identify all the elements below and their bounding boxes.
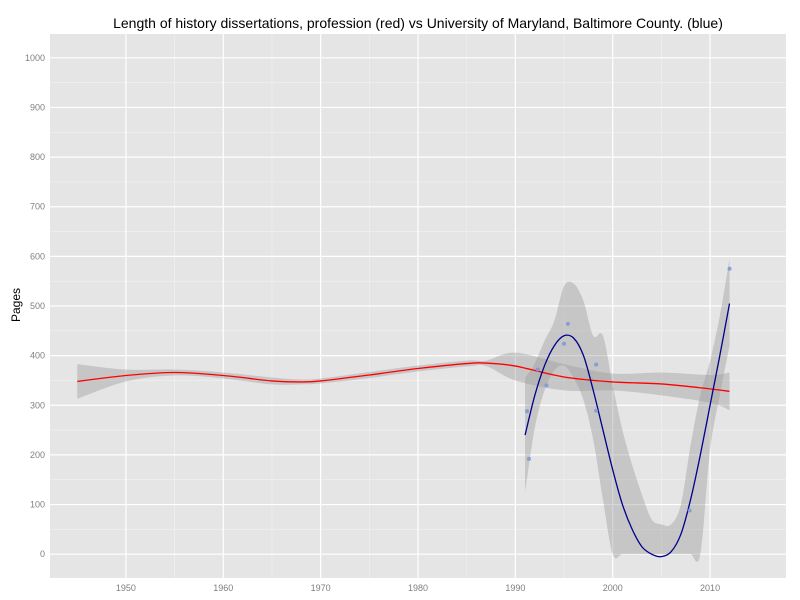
- x-tick-label: 2010: [700, 583, 720, 593]
- data-point: [562, 341, 567, 346]
- y-tick-label: 1000: [25, 53, 45, 63]
- smooth-line-0: [77, 362, 730, 393]
- y-tick-label: 500: [30, 301, 45, 311]
- x-tick-label: 2000: [603, 583, 623, 593]
- chart-title: Length of history dissertations, profess…: [113, 15, 723, 31]
- x-tick-label: 1970: [311, 583, 331, 593]
- y-tick-label: 0: [40, 549, 45, 559]
- x-tick-label: 1960: [213, 583, 233, 593]
- data-point: [594, 362, 599, 367]
- data-points: [525, 266, 732, 513]
- y-tick-label: 700: [30, 202, 45, 212]
- tick-labels: 1950 1960 1970 1980 1990 2000 2010 0 100 200 300 40…: [25, 53, 720, 593]
- data-point: [535, 367, 540, 372]
- confidence-bands: [77, 258, 730, 562]
- data-point: [727, 266, 732, 271]
- data-point: [525, 409, 530, 414]
- x-tick-label: 1990: [505, 583, 525, 593]
- data-point: [544, 383, 549, 388]
- y-tick-label: 100: [30, 500, 45, 510]
- grid: [50, 34, 786, 578]
- data-point: [687, 508, 692, 513]
- y-axis-title: Pages: [9, 288, 23, 322]
- y-tick-label: 200: [30, 450, 45, 460]
- y-tick-label: 900: [30, 102, 45, 112]
- y-tick-label: 600: [30, 251, 45, 261]
- y-tick-label: 400: [30, 351, 45, 361]
- y-tick-label: 300: [30, 400, 45, 410]
- confidence-band-0: [77, 352, 730, 411]
- y-tick-label: 800: [30, 152, 45, 162]
- smooth-lines: [77, 303, 731, 558]
- smooth-line-1: [524, 303, 731, 558]
- x-tick-label: 1950: [116, 583, 136, 593]
- confidence-band-1: [525, 258, 730, 562]
- data-point: [526, 456, 531, 461]
- data-point: [565, 321, 570, 326]
- x-tick-label: 1980: [408, 583, 428, 593]
- data-point: [594, 408, 599, 413]
